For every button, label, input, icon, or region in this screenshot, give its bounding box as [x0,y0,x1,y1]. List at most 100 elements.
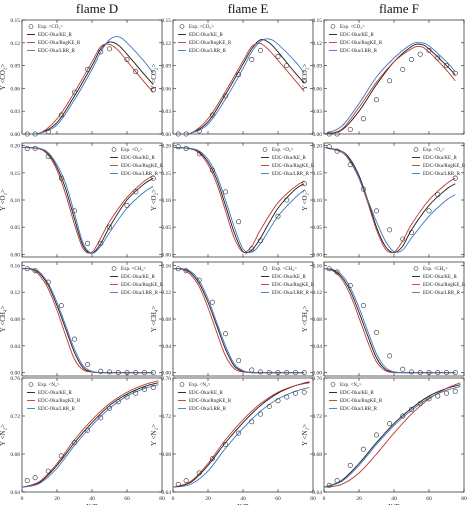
x-tick-label: 60 [124,496,130,502]
y-axis-label: Y <CO₂> [0,64,7,91]
y-tick-label: 0.08 [161,317,171,323]
exp-point [387,227,393,233]
exp-point [275,370,281,376]
exp-point [452,370,458,376]
legend-label: EDC-Oka/KE_R [38,33,73,38]
exp-point [183,145,189,151]
legend-label: Exp. <N₂> [38,383,60,388]
exp-point [257,369,263,375]
series-line-lrr [324,146,456,253]
x-tick-label: 60 [275,496,281,502]
exp-point [292,390,298,396]
x-tick-label: 20 [205,496,211,502]
exp-point [408,369,414,375]
exp-point [58,175,64,181]
legend-marker-exp [111,147,117,152]
y-tick-label: 0.16 [312,263,322,269]
exp-point [373,432,379,438]
legend: Exp. <CO₂> EDC-Oka/KE_R EDC-Oka/RngKE_R EDC… [178,24,232,54]
exp-point [223,441,229,447]
y-tick-label: 0.20 [10,144,20,150]
exp-point [275,53,281,59]
y-tick-label: 0.10 [312,198,322,204]
series-line-lrr [22,36,154,134]
legend-label: EDC-Oka/LRR_R [423,172,461,177]
exp-point [275,213,281,219]
exp-point [107,224,113,230]
exp-point [236,430,242,436]
exp-point [301,389,307,395]
exp-point [183,268,189,274]
exp-point [85,240,91,246]
series-line-rng [324,146,456,254]
exp-point [443,370,449,376]
y-tick-label: 0.64 [161,490,171,496]
exp-point [142,386,148,392]
exp-point [443,390,449,396]
series-line-ke [173,146,305,254]
series-line-rng [324,45,456,134]
series-line-ke [324,43,456,134]
legend: Exp. <O₂> EDC-Oka/KE_R EDC-Oka/RngKE_R EDC-… [412,147,466,177]
series-line-lrr [324,386,461,488]
panel-ch4-col3: 0.00 0.04 0.08 0.12 0.16 Y <CH₄> Exp. <CH₄> EDC… [301,261,466,377]
legend-marker-exp [28,382,34,387]
exp-point [360,186,366,192]
exp-point [107,46,113,52]
exp-point [107,405,113,411]
y-axis-label: Y <CO₂> [301,64,309,91]
exp-point [24,266,30,272]
exp-point [435,370,441,376]
y-tick-label: 0.72 [10,414,20,420]
exp-point [360,303,366,309]
exp-point [209,112,215,118]
y-tick-label: 0.76 [161,376,171,382]
y-tick-label: 0.00 [10,371,20,377]
legend-label: EDC-Oka/LRR_R [121,172,159,177]
exp-point [32,475,38,481]
exp-point [150,87,156,93]
y-tick-label: 0.10 [161,198,171,204]
exp-point [98,49,104,55]
legend-label: Exp. <CO₂> [38,25,63,30]
exp-point [249,367,255,373]
y-tick-label: 0.64 [10,490,20,496]
series-line-lrr [22,384,159,488]
series-line-rng [173,146,305,253]
y-tick-label: 0.12 [312,41,322,47]
y-tick-label: 0.05 [10,225,20,231]
exp-point [452,70,458,76]
exp-point [435,192,441,198]
y-tick-label: 0.00 [161,252,171,258]
y-tick-label: 0.09 [161,64,171,70]
legend-marker-exp [413,147,419,152]
legend: Exp. <N₂> EDC-Oka/KE_R EDC-Oka/RngKE_R EDC-… [178,382,232,412]
series-line-rng [324,382,461,488]
exp-point [72,89,78,95]
y-tick-label: 0.68 [161,452,171,458]
series-line-lrr [324,268,456,374]
x-tick-label: 20 [54,496,60,502]
legend-label: EDC-Oka/RngKE_R [272,283,315,288]
panel-ch4-col1: 0.00 0.04 0.08 0.12 0.16 Y <CH₄> Exp. <CH₄> EDC… [0,261,164,377]
y-tick-label: 0.09 [10,64,20,70]
y-axis-label: Y <CO₂> [150,64,158,91]
exp-point [373,97,379,103]
legend-label: EDC-Oka/RngKE_R [423,164,466,169]
exp-point [249,246,255,252]
exp-point [223,93,229,99]
legend-marker-exp [330,24,336,29]
series-line-rng [22,380,159,488]
exp-point [266,370,272,376]
exp-point [452,175,458,181]
legend-label: Exp. <CH₄> [121,267,146,272]
exp-point [452,388,458,394]
legend-label: Exp. <N₂> [340,383,362,388]
y-tick-label: 0.09 [312,64,322,70]
panel-grid: 0.00 0.03 0.06 0.09 0.12 0.15 Y <CO₂> Exp. <CO₂… [0,18,467,505]
exp-point [400,366,406,372]
exp-point [150,370,156,376]
panel-co2-col3: 0.00 0.03 0.06 0.09 0.12 0.15 Y <CO₂> Exp. <CO₂… [301,18,465,138]
